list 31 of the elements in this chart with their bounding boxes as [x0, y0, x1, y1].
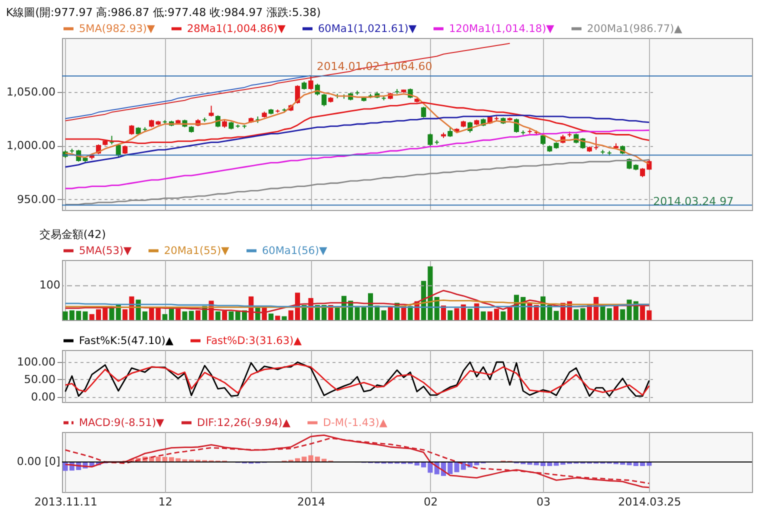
- legend-label: 20Ma1(55)▼: [164, 244, 230, 257]
- annotation: 2014.01.02 1,064.60: [316, 60, 432, 74]
- text: Fast%K:5(47.10)▲: [79, 334, 174, 347]
- legend-label: 60Ma1(1,021.61)▼: [318, 22, 418, 35]
- y-tick-label: 1,050.00: [6, 85, 56, 98]
- y-tick-label: 50.00: [24, 372, 56, 386]
- y-tick-label: 0.00: [31, 390, 56, 404]
- text: 100: [39, 278, 60, 292]
- chart-title: K線圖(開:977.97 高:986.87 低:977.48 收:984.97 漲跌:5.38): [6, 6, 321, 19]
- legend-label: DIF:12,26(-9.94)▲: [197, 416, 292, 429]
- legend-label: 5MA(53)▼: [79, 244, 132, 257]
- legend-label: MACD:9(-8.51)▼: [79, 416, 166, 429]
- x-tick-label: 12: [158, 496, 172, 508]
- text: 2014.03.24 97: [653, 195, 734, 208]
- x-tick-label: 2014.03.25: [618, 496, 682, 508]
- y-tick-label: 1,000.00: [6, 139, 56, 152]
- legend-label: 28Ma1(1,004.86)▼: [187, 22, 286, 35]
- legend-label: 60Ma1(56)▼: [262, 244, 328, 257]
- y-tick-label: 950.00: [17, 192, 56, 206]
- x-tick-label: 2014: [297, 496, 326, 508]
- legend-label: D-M(-1.43)▲: [323, 416, 388, 429]
- x-tick-label: 02: [424, 496, 438, 508]
- legend-label: 200Ma1(986.77)▲: [587, 22, 684, 35]
- text: 5MA(982.93)▼: [79, 22, 156, 35]
- chart-title: 交易金額(42): [39, 228, 106, 241]
- text: [0]: [44, 455, 60, 468]
- y-tick-label: 100.00: [17, 356, 56, 369]
- legend-label: Fast%D:3(31.63)▲: [206, 334, 303, 347]
- x-tick-label: 03: [536, 496, 551, 508]
- legend-label: 120Ma1(1,014.18)▼: [449, 22, 556, 35]
- x-tick-label: 2013.11.11: [34, 496, 98, 508]
